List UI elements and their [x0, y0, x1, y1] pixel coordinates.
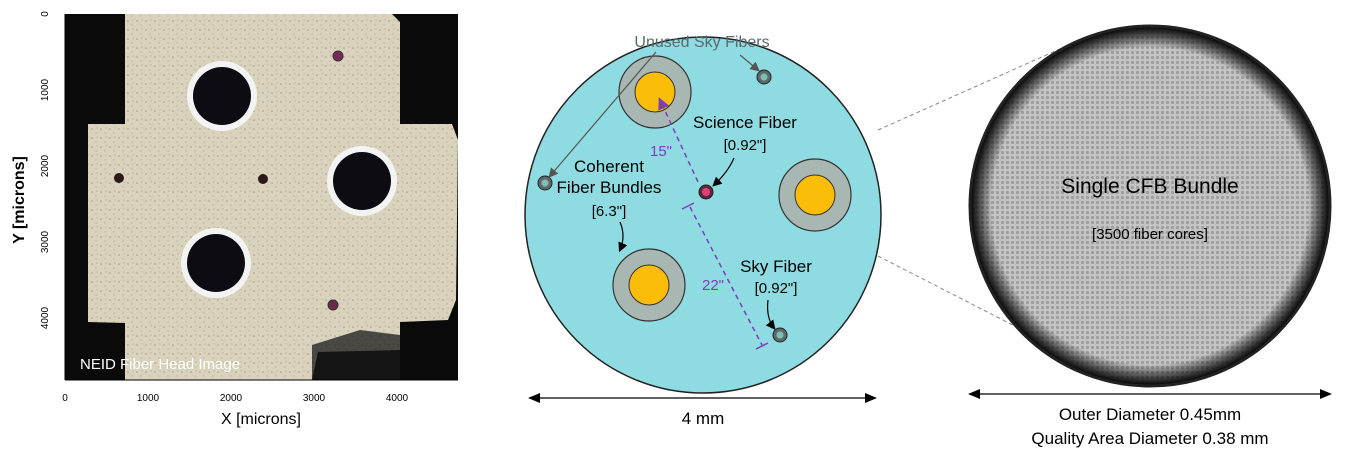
- cfb-fiber-top-left: [187, 61, 257, 131]
- cfb-bundle-bottom-left: [612, 248, 686, 322]
- y-axis-label: Y [microns]: [11, 156, 28, 244]
- science-separation-line: [658, 97, 699, 183]
- ferrule-face: [88, 14, 458, 380]
- unused-arrow-left: [548, 51, 657, 178]
- y-tick-label: 1000: [40, 78, 51, 101]
- outer-arrow-left: [968, 389, 980, 399]
- sky-separation-tick-top: [681, 202, 695, 210]
- sky-separation-line: [689, 206, 763, 346]
- x-tick-label: 3000: [303, 393, 326, 404]
- dark-region: [312, 330, 400, 380]
- science-fiber: [698, 184, 714, 200]
- cfb-arrow: [618, 221, 628, 253]
- cfb-bundle-right: [778, 158, 852, 232]
- small-fiber-top: [332, 50, 344, 62]
- y-tick-label: 2000: [40, 154, 51, 177]
- x-tick-label: 1000: [137, 393, 160, 404]
- x-axis-label: X [microns]: [221, 411, 301, 428]
- unused-sky-fibers-label: Unused Sky Fibers: [634, 34, 769, 51]
- width-label: 4 mm: [682, 409, 725, 428]
- width-arrow-right: [865, 393, 877, 403]
- outer-diameter-label: Outer Diameter 0.45mm: [1059, 405, 1241, 424]
- science-separation-label: 15": [650, 143, 672, 160]
- sky-separation-tick-bottom: [755, 342, 769, 350]
- x-tick-label: 0: [62, 393, 68, 404]
- sky-arrow: [765, 299, 776, 330]
- quality-area-label: Quality Area Diameter 0.38 mm: [1031, 429, 1268, 448]
- science-fiber-label: Science Fiber: [693, 113, 797, 132]
- x-tick-label: 2000: [220, 393, 243, 404]
- fiber-schematic-panel: Unused Sky Fibers Science Fiber [0.92"] …: [524, 34, 882, 428]
- y-ticks: 0 1000 2000 3000 4000: [40, 11, 51, 329]
- width-arrow-left: [528, 393, 540, 403]
- cfb-size: [6.3"]: [592, 203, 627, 220]
- sky-fiber: [772, 327, 788, 343]
- image-caption: NEID Fiber Head Image: [80, 356, 240, 373]
- small-fiber-center: [258, 174, 268, 184]
- outer-arrow-right: [1320, 389, 1332, 399]
- science-fiber-size: [0.92"]: [724, 137, 767, 154]
- bundle-edge: [970, 26, 1330, 386]
- y-tick-label: 0: [40, 11, 51, 17]
- zoom-line-bottom: [877, 255, 1043, 341]
- fiber-head-image-panel: NEID Fiber Head Image 0 1000 2000 3000 4…: [11, 11, 458, 428]
- cfb-bundle-panel: Single CFB Bundle [3500 fiber cores] Out…: [968, 24, 1332, 448]
- cfb-fiber-bottom-left: [181, 228, 251, 298]
- sky-fiber-label: Sky Fiber: [740, 257, 812, 276]
- unused-sky-fiber-top: [756, 69, 772, 85]
- unused-arrow-right: [739, 54, 760, 72]
- pupil-disk: [524, 36, 882, 394]
- cfb-fiber-right: [327, 146, 397, 216]
- cfb-label-line1: Coherent: [574, 157, 644, 176]
- unused-sky-fiber-left: [537, 175, 553, 191]
- bundle-title: Single CFB Bundle: [1061, 175, 1238, 198]
- science-arrow: [712, 157, 735, 187]
- cfb-label-line2: Fiber Bundles: [557, 178, 662, 197]
- y-tick-label: 3000: [40, 230, 51, 253]
- small-fiber-bottom: [327, 299, 339, 311]
- x-tick-label: 4000: [386, 393, 409, 404]
- cfb-bundle-top-left: [618, 55, 692, 129]
- bundle-outline: [968, 24, 1332, 388]
- zoom-line-top: [877, 39, 1081, 131]
- sky-fiber-size: [0.92"]: [755, 280, 798, 297]
- sky-separation-label: 22": [702, 277, 724, 294]
- small-fiber-left: [114, 173, 124, 183]
- bundle-cores: [3500 fiber cores]: [1092, 226, 1208, 243]
- y-tick-label: 4000: [40, 306, 51, 329]
- x-ticks: 0 1000 2000 3000 4000: [62, 393, 408, 404]
